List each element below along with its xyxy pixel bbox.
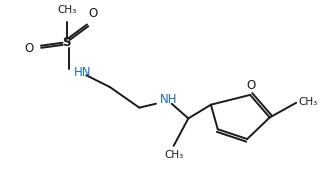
Text: O: O [89,7,98,20]
Text: HN: HN [74,66,91,79]
Text: S: S [62,36,71,49]
Text: CH₃: CH₃ [298,97,317,107]
Text: O: O [246,79,256,92]
Text: CH₃: CH₃ [164,150,183,160]
Text: NH: NH [160,93,177,106]
Text: O: O [24,42,33,55]
Text: CH₃: CH₃ [57,5,76,15]
